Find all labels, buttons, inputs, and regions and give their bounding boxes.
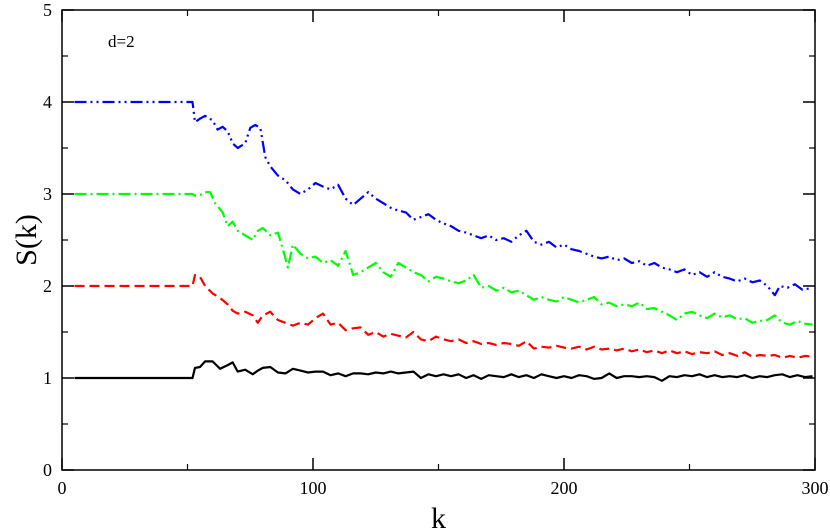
y-tick-label: 2	[43, 276, 52, 296]
y-tick-label: 4	[43, 92, 52, 112]
plot-frame	[61, 9, 816, 471]
y-tick-label: 3	[43, 184, 52, 204]
ticks-layer: 0 100 200 300 0 1 2 3 4 5	[43, 0, 829, 498]
x-tick-label: 200	[551, 478, 578, 498]
x-tick-label: 300	[802, 478, 829, 498]
x-tick-label: 100	[300, 478, 327, 498]
x-axis-label: k	[431, 502, 446, 530]
series-line-4	[74, 100, 813, 297]
x-tick-label: 0	[58, 478, 67, 498]
series-line-1	[74, 360, 813, 382]
series-line-3	[74, 191, 813, 326]
y-tick-label: 5	[43, 0, 52, 20]
series-layer	[74, 100, 813, 382]
y-tick-label: 0	[43, 460, 52, 480]
y-axis-label: S(k)	[10, 214, 43, 266]
chart-annotation: d=2	[108, 32, 135, 51]
series-line-2	[74, 273, 813, 359]
y-tick-label: 1	[43, 368, 52, 388]
